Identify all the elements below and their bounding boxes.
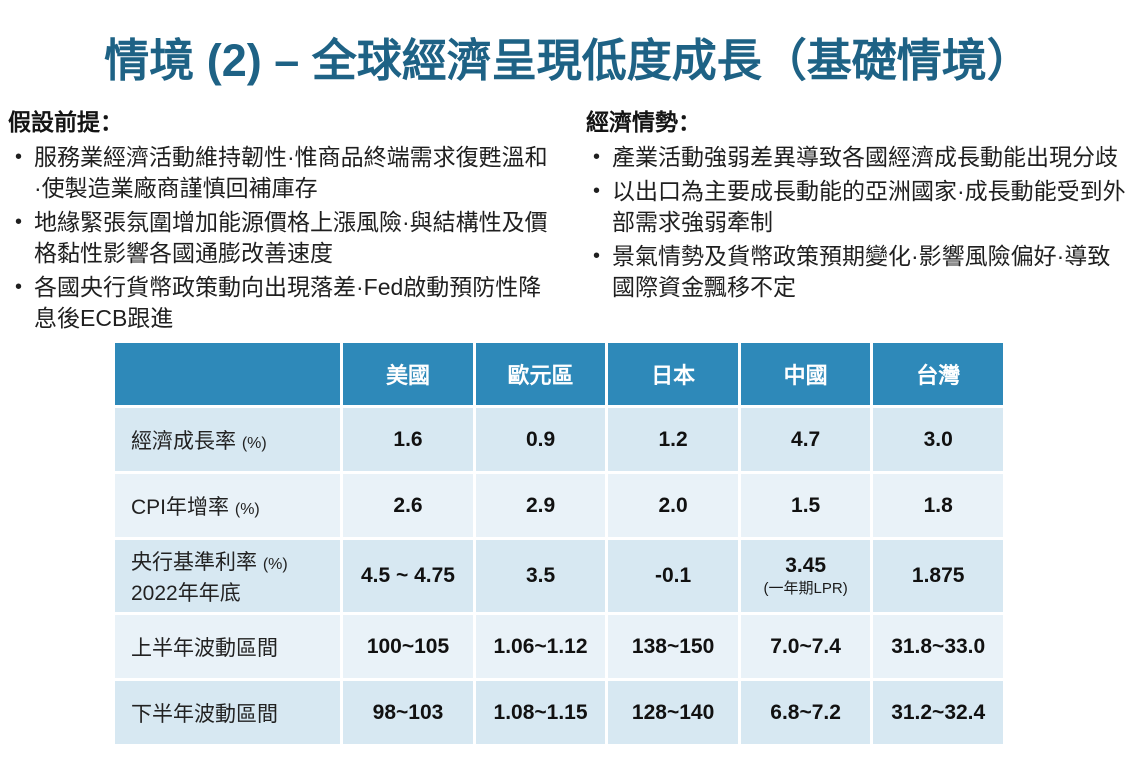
cell-value: 1.2 bbox=[608, 408, 738, 471]
cell-value: 128~140 bbox=[608, 681, 738, 744]
column-header-japan: 日本 bbox=[608, 343, 738, 405]
table-row: 上半年波動區間 100~105 1.06~1.12 138~150 7.0~7.… bbox=[115, 615, 1003, 678]
row-label-unit: (%) bbox=[262, 555, 288, 573]
cell-value: 4.7 bbox=[740, 408, 871, 471]
row-label-unit: (%) bbox=[234, 500, 260, 518]
row-label-text: CPI年增率 bbox=[131, 495, 230, 519]
list-item: • 以出口為主要成長動能的亞洲國家·成長動能受到外部需求強弱牽制 bbox=[586, 176, 1128, 238]
table-row: 下半年波動區間 98~103 1.08~1.15 128~140 6.8~7.2… bbox=[115, 681, 1003, 744]
cell-value: -0.1 bbox=[608, 540, 738, 612]
bullet-icon: • bbox=[15, 211, 23, 233]
cell-value: 3.5 bbox=[475, 540, 606, 612]
bullet-icon: • bbox=[593, 245, 601, 267]
row-label-h1-range: 上半年波動區間 bbox=[115, 615, 341, 678]
economy-heading: 經濟情勢： bbox=[586, 109, 701, 135]
row-label-gdp: 經濟成長率 (%) bbox=[115, 408, 341, 471]
cell-value-with-note: 3.45 (一年期LPR) bbox=[740, 540, 871, 612]
row-label-cpi: CPI年增率 (%) bbox=[115, 474, 341, 537]
cell-value: 6.8~7.2 bbox=[740, 681, 871, 744]
economy-bullet-3: 景氣情勢及貨幣政策預期變化·影響風險偏好·導致國際資金飄移不定 bbox=[612, 243, 1111, 300]
bullet-icon: • bbox=[15, 276, 23, 298]
cell-value: 3.45 bbox=[785, 554, 827, 577]
cell-value: 1.5 bbox=[740, 474, 871, 537]
cell-value: 1.875 bbox=[873, 540, 1003, 612]
cell-note: (一年期LPR) bbox=[763, 580, 848, 597]
bullet-icon: • bbox=[593, 180, 601, 202]
column-header-eurozone: 歐元區 bbox=[475, 343, 606, 405]
cell-value: 2.0 bbox=[608, 474, 738, 537]
page-title: 情境 (2) – 全球經濟呈現低度成長（基礎情境） bbox=[104, 35, 1032, 86]
list-item: • 各國央行貨幣政策動向出現落差·Fed啟動預防性降息後ECB跟進 bbox=[8, 272, 550, 334]
table-header-row: 美國 歐元區 日本 中國 台灣 bbox=[115, 343, 1003, 405]
cell-value: 138~150 bbox=[608, 615, 738, 678]
cell-value: 4.5 ~ 4.75 bbox=[343, 540, 473, 612]
economy-section: 經濟情勢： • 產業活動強弱差異導致各國經濟成長動能出現分歧 • 以出口為主要成… bbox=[568, 103, 1128, 337]
table-row: CPI年增率 (%) 2.6 2.9 2.0 1.5 1.8 bbox=[115, 474, 1003, 537]
table-corner-cell bbox=[115, 343, 341, 405]
column-header-us: 美國 bbox=[343, 343, 473, 405]
column-header-taiwan: 台灣 bbox=[873, 343, 1003, 405]
row-label-text: 下半年波動區間 bbox=[131, 702, 278, 726]
economy-bullet-2: 以出口為主要成長動能的亞洲國家·成長動能受到外部需求強弱牽制 bbox=[612, 178, 1126, 235]
cell-value: 0.9 bbox=[475, 408, 606, 471]
row-label-text: 上半年波動區間 bbox=[131, 636, 278, 660]
cell-value: 2.9 bbox=[475, 474, 606, 537]
assumption-bullet-2: 地緣緊張氛圍增加能源價格上漲風險·與結構性及價格黏性影響各國通膨改善速度 bbox=[34, 209, 548, 266]
forecast-table: 美國 歐元區 日本 中國 台灣 經濟成長率 (%) 1.6 0.9 1.2 4.… bbox=[112, 340, 1006, 747]
row-label-line2: 2022年年底 bbox=[131, 581, 241, 605]
cell-value: 2.6 bbox=[343, 474, 473, 537]
cell-value: 7.0~7.4 bbox=[740, 615, 871, 678]
row-label-policy-rate: 央行基準利率 (%) 2022年年底 bbox=[115, 540, 341, 612]
assumption-bullet-3: 各國央行貨幣政策動向出現落差·Fed啟動預防性降息後ECB跟進 bbox=[34, 274, 542, 331]
row-label-unit: (%) bbox=[241, 434, 267, 452]
list-item: • 地緣緊張氛圍增加能源價格上漲風險·與結構性及價格黏性影響各國通膨改善速度 bbox=[8, 207, 550, 269]
list-item: • 服務業經濟活動維持韌性·惟商品終端需求復甦溫和·使製造業廠商謹慎回補庫存 bbox=[8, 142, 550, 204]
row-label-h2-range: 下半年波動區間 bbox=[115, 681, 341, 744]
table-row: 經濟成長率 (%) 1.6 0.9 1.2 4.7 3.0 bbox=[115, 408, 1003, 471]
bullet-icon: • bbox=[593, 146, 601, 168]
row-label-text: 經濟成長率 bbox=[131, 429, 236, 453]
cell-value: 1.08~1.15 bbox=[475, 681, 606, 744]
row-label-text: 央行基準利率 bbox=[131, 550, 257, 574]
assumptions-heading: 假設前提： bbox=[8, 109, 123, 135]
cell-value: 1.6 bbox=[343, 408, 473, 471]
cell-value: 100~105 bbox=[343, 615, 473, 678]
two-column-text: 假設前提： • 服務業經濟活動維持韌性·惟商品終端需求復甦溫和·使製造業廠商謹慎… bbox=[0, 103, 1136, 337]
economy-bullet-1: 產業活動強弱差異導致各國經濟成長動能出現分歧 bbox=[612, 144, 1118, 170]
assumptions-section: 假設前提： • 服務業經濟活動維持韌性·惟商品終端需求復甦溫和·使製造業廠商謹慎… bbox=[8, 103, 568, 337]
table-row: 央行基準利率 (%) 2022年年底 4.5 ~ 4.75 3.5 -0.1 3… bbox=[115, 540, 1003, 612]
cell-value: 98~103 bbox=[343, 681, 473, 744]
bullet-icon: • bbox=[15, 146, 23, 168]
cell-value: 31.8~33.0 bbox=[873, 615, 1003, 678]
cell-value: 1.8 bbox=[873, 474, 1003, 537]
column-header-china: 中國 bbox=[740, 343, 871, 405]
cell-value: 31.2~32.4 bbox=[873, 681, 1003, 744]
assumption-bullet-1: 服務業經濟活動維持韌性·惟商品終端需求復甦溫和·使製造業廠商謹慎回補庫存 bbox=[34, 144, 548, 201]
cell-value: 1.06~1.12 bbox=[475, 615, 606, 678]
cell-value: 3.0 bbox=[873, 408, 1003, 471]
list-item: • 景氣情勢及貨幣政策預期變化·影響風險偏好·導致國際資金飄移不定 bbox=[586, 241, 1128, 303]
list-item: • 產業活動強弱差異導致各國經濟成長動能出現分歧 bbox=[586, 142, 1128, 173]
forecast-table-grid: 美國 歐元區 日本 中國 台灣 經濟成長率 (%) 1.6 0.9 1.2 4.… bbox=[112, 340, 1006, 747]
